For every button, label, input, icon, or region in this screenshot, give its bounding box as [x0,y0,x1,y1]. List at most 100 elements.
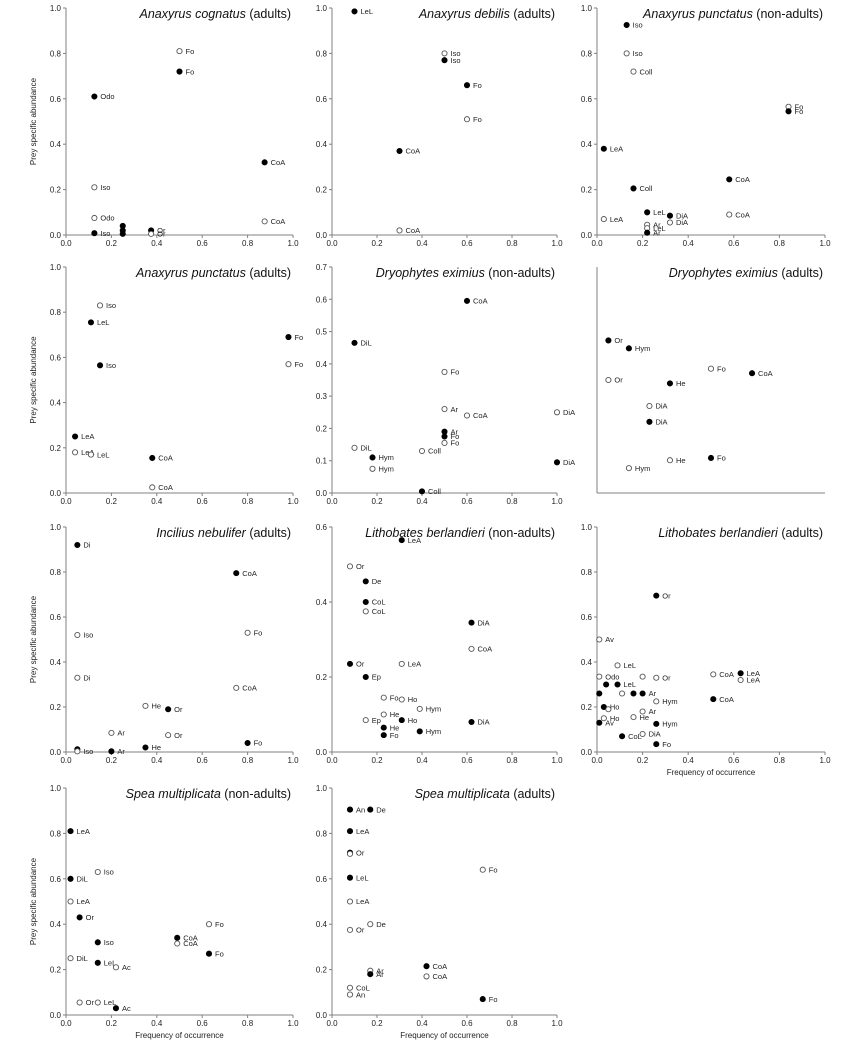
point-label: Coll [639,67,652,76]
point-label: LeA [356,897,369,906]
point-label: Ho [408,695,418,704]
point-label: Av [605,718,614,727]
open-point [74,674,81,681]
point-label: Or [662,673,671,682]
point-label: CoA [271,158,286,167]
filled-point [97,362,104,369]
y-axis-title: Prey specific abundance [29,336,38,424]
x-tick-label: 1.0 [287,239,299,248]
point-label: Fo [186,47,195,56]
point-label: DiA [563,458,575,467]
y-axis-title: Prey specific abundance [29,595,38,683]
open-point [441,406,448,413]
x-tick-label: 0.8 [774,239,786,248]
open-point [367,921,374,928]
point-label: Or [174,705,183,714]
open-point [205,921,213,928]
point-label: Or [356,562,365,571]
filled-point [149,454,156,462]
open-point [468,645,475,652]
life-stage: (adults) [249,7,291,21]
open-point [418,447,426,455]
filled-point [67,875,74,882]
point-label: Or [356,848,365,857]
point-label: LeL [356,873,369,882]
panel-title: Anaxyrus debilis (adults) [418,7,555,21]
species-name: Anaxyrus debilis [418,7,514,21]
x-tick-label: 0.0 [591,756,603,765]
open-point [479,866,486,873]
open-point [710,671,717,678]
y-tick-label: 0.6 [50,353,62,362]
point-label: He [390,710,400,719]
y-tick-label: 0.6 [50,95,62,104]
point-label: Odo [100,92,114,101]
point-label: Odo [100,214,114,223]
filled-point [596,719,603,726]
y-tick-label: 0.8 [316,49,328,58]
filled-point [205,950,213,957]
point-label: Ar [451,427,459,436]
point-label: Hym [635,464,650,473]
point-label: DiA [655,418,667,427]
filled-point [623,21,630,29]
open-point [619,690,626,697]
y-tick-label: 0.4 [50,920,62,929]
filled-point [710,696,717,703]
panel-title: Dryophytes eximius (adults) [669,266,823,280]
filled-point [630,690,637,697]
open-point [398,696,405,703]
open-point [605,376,612,384]
y-tick-label: 0.4 [581,140,593,149]
y-tick-label: 0.4 [316,598,328,607]
point-label: Fo [215,949,224,958]
x-tick-label: 1.0 [287,756,299,765]
point-label: LeA [77,897,90,906]
x-tick-label: 1.0 [819,756,831,765]
filled-point [596,690,603,697]
filled-point [119,230,126,237]
point-label: LeA [408,536,421,545]
y-tick-label: 1.0 [316,784,328,793]
panel-5: 0.0 0.2 0.4 0.6 0.8 1.0 0.0 0.1 0.2 0.3 0.4 0.5 0.6 0… [316,263,575,506]
point-label: DiA [676,218,688,227]
species-name: Anaxyrus cognatus [139,7,250,21]
filled-point [362,598,369,606]
point-label: Or [614,376,623,385]
y-tick-label: 1.0 [581,4,593,13]
point-label: CoA [473,297,488,306]
point-label: Iso [83,747,93,756]
point-label: CoA [183,934,198,943]
filled-point [479,996,486,1003]
point-label: CoA [473,411,488,420]
x-tick-label: 0.4 [416,239,428,248]
point-label: De [372,577,382,586]
open-point [346,926,354,933]
x-axis-title: Frequency of occurrence [400,1031,489,1040]
y-tick-label: 0.2 [316,966,328,975]
filled-point [261,159,268,166]
y-tick-label: 0.8 [316,829,328,838]
x-tick-label: 0.6 [728,756,740,765]
point-label: LeA [77,827,90,836]
x-tick-label: 0.0 [326,756,338,765]
filled-point [72,433,79,440]
point-label: CoA [758,369,773,378]
filled-point [653,592,660,599]
x-tick-label: 0.2 [371,1019,383,1028]
point-label: Fo [473,81,482,90]
x-tick-label: 0.4 [151,497,163,506]
x-tick-label: 0.0 [60,497,72,506]
point-label: CoA [406,226,421,235]
panel-8: 0.0 0.2 0.4 0.6 0.8 1.0 0.0 0.2 0.4 0.6 Lithobates… [316,523,563,765]
point-label: LeA [81,448,94,457]
y-tick-label: 0.3 [316,392,328,401]
filled-point [468,619,475,626]
y-tick-label: 0.6 [316,523,328,532]
open-point [666,457,674,464]
x-tick-label: 0.6 [728,239,740,248]
life-stage: (adults) [781,266,823,280]
x-tick-label: 0.8 [774,756,786,765]
point-label: An [356,805,365,814]
open-point [149,484,156,491]
